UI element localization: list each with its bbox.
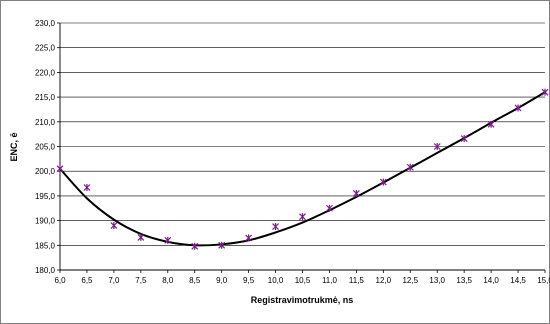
- gridlines: [60, 22, 545, 246]
- x-tick-label: 12,5: [402, 276, 418, 285]
- x-tick-label: 14,5: [510, 276, 526, 285]
- x-tick-label: 13,5: [456, 276, 472, 285]
- y-tick-label: 215,0: [35, 93, 56, 102]
- x-tick-label: 7,0: [108, 276, 120, 285]
- data-point: [191, 242, 199, 250]
- y-tick-label: 230,0: [35, 19, 56, 28]
- x-tick-label: 8,5: [189, 276, 201, 285]
- data-point: [326, 204, 333, 212]
- data-point: [541, 88, 549, 96]
- data-point: [137, 233, 145, 241]
- y-tick-labels: 180,0 185,0 190,0 195,0 200,0 205,0 210,0 215,0…: [35, 19, 56, 275]
- x-tick-label: 6,0: [54, 276, 66, 285]
- x-tick-label: 13,0: [429, 276, 445, 285]
- x-tick-label: 7,5: [135, 276, 147, 285]
- x-tick-label: 10,5: [295, 276, 311, 285]
- x-tick-labels: 6,0 6,5 7,0 7,5 8,0 8,5 9,0 9,5 10,0 10,5 11,0 11,5…: [54, 276, 550, 285]
- x-tick-label: 6,5: [81, 276, 93, 285]
- data-point: [83, 184, 91, 192]
- x-tick-label: 15,0: [537, 276, 550, 285]
- data-point: [514, 104, 522, 112]
- data-point: [272, 223, 279, 231]
- x-tick-label: 14,0: [483, 276, 499, 285]
- y-axis-label: ENC, ē: [9, 132, 19, 161]
- y-tick-label: 185,0: [35, 241, 56, 250]
- y-tick-label: 205,0: [35, 143, 56, 152]
- data-point: [487, 120, 495, 128]
- axes: [57, 22, 546, 273]
- data-point: [352, 189, 360, 197]
- y-tick-label: 195,0: [35, 192, 56, 201]
- x-tick-label: 9,5: [243, 276, 255, 285]
- x-tick-label: 8,0: [162, 276, 174, 285]
- plot-area: [56, 22, 549, 273]
- data-point: [110, 222, 118, 230]
- y-tick-label: 180,0: [35, 266, 56, 275]
- data-point: [433, 143, 441, 150]
- data-point: [299, 213, 306, 221]
- x-tick-label: 12,0: [376, 276, 392, 285]
- data-point: [379, 178, 387, 186]
- x-axis-label: Registravimotrukmė, ns: [251, 295, 354, 305]
- y-tick-label: 210,0: [35, 118, 56, 127]
- x-tick-label: 11,0: [322, 276, 338, 285]
- data-point: [56, 165, 64, 173]
- data-point: [245, 234, 253, 242]
- y-tick-label: 225,0: [35, 44, 56, 53]
- x-tick-label: 10,0: [268, 276, 284, 285]
- data-point: [460, 135, 468, 143]
- x-tick-label: 9,0: [216, 276, 228, 285]
- data-point: [164, 236, 172, 244]
- data-points: [56, 88, 549, 250]
- data-point: [406, 163, 414, 171]
- data-point: [218, 241, 226, 249]
- x-tick-label: 11,5: [349, 276, 365, 285]
- y-tick-label: 200,0: [35, 167, 56, 176]
- y-tick-label: 190,0: [35, 217, 56, 226]
- y-tick-label: 220,0: [35, 68, 56, 77]
